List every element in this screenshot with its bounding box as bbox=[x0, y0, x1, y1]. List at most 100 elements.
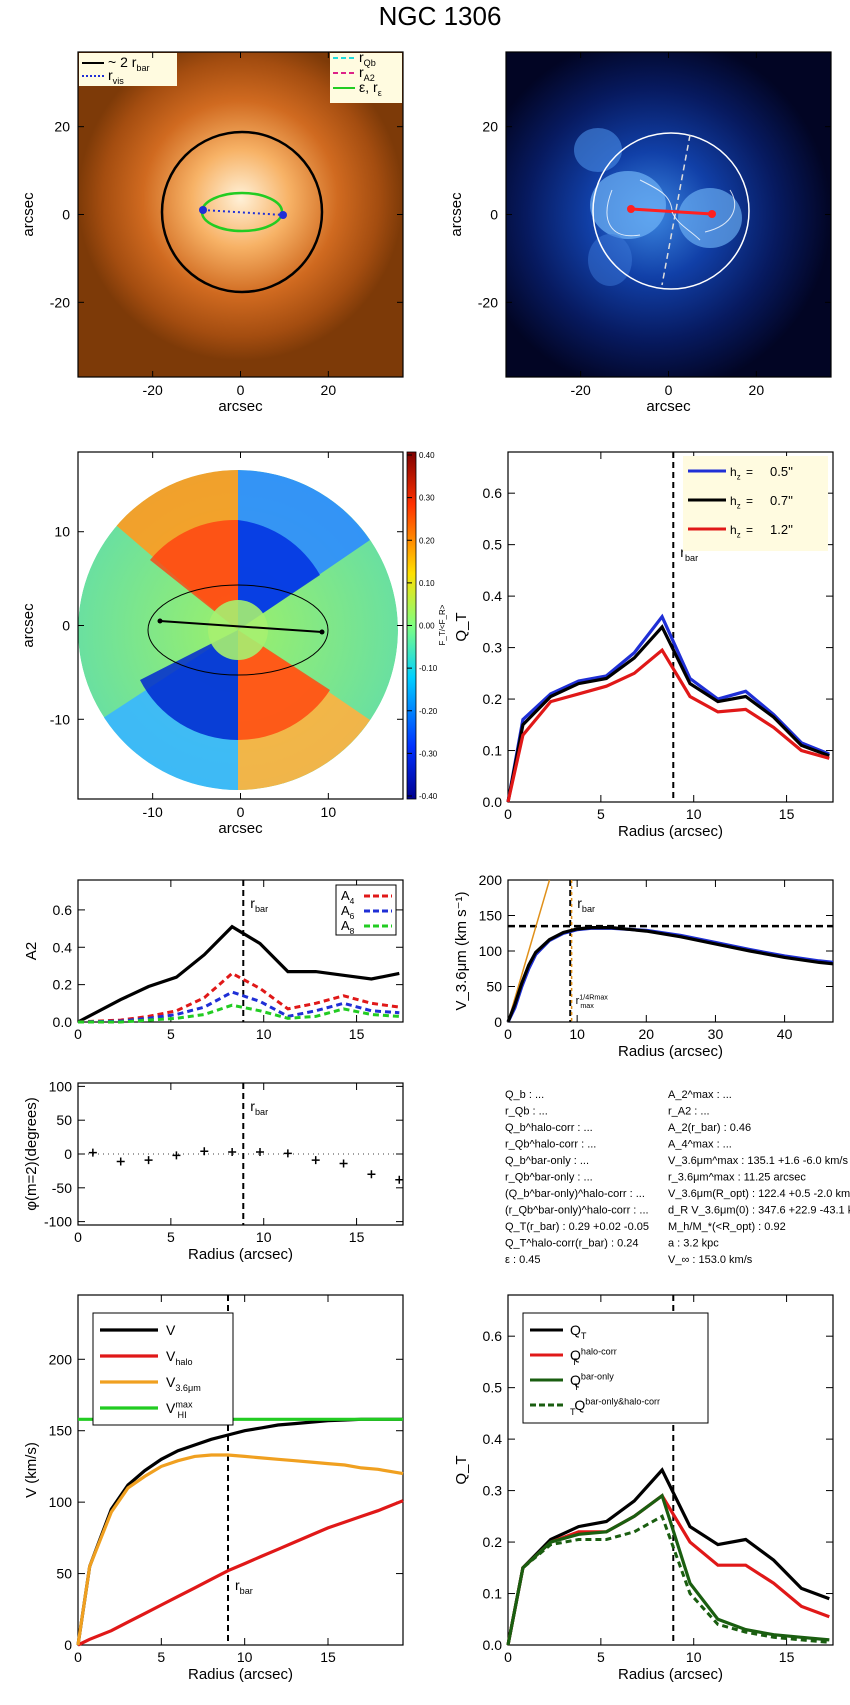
y-tick-label: 150 bbox=[49, 1423, 73, 1439]
x-tick-label: 15 bbox=[779, 806, 795, 822]
data-point bbox=[116, 1157, 125, 1166]
rbar-label: rbar bbox=[250, 895, 268, 914]
info-table: Q_b : ... r_Qb : ... Q_b^halo-corr : ... r_… bbox=[505, 1089, 850, 1266]
legend-value: 0.5'' bbox=[770, 464, 793, 479]
ratio-bar-line bbox=[159, 620, 323, 633]
data-point bbox=[228, 1147, 237, 1156]
series-line bbox=[77, 924, 400, 1024]
x-tick-label: 30 bbox=[708, 1026, 724, 1042]
x-tick-label: 10 bbox=[686, 1649, 702, 1665]
y-tick-label: 0 bbox=[494, 1014, 502, 1030]
y-tick-label: 0.5 bbox=[483, 1380, 503, 1396]
x-tick-label: 5 bbox=[167, 1229, 175, 1245]
x-tick-label: 0 bbox=[504, 1649, 512, 1665]
legend-eq: = bbox=[746, 465, 753, 479]
legend-value: 1.2'' bbox=[770, 522, 793, 537]
data-point bbox=[144, 1156, 153, 1165]
x-tick-label: 0 bbox=[237, 804, 245, 820]
vis-radius-marker-left bbox=[199, 206, 207, 214]
x-tick-label: 5 bbox=[597, 806, 605, 822]
x-tick-label: 0 bbox=[237, 382, 245, 398]
ratio-map-panel: -10 0 10 10 0 -10 arcsec arcsec 0.40 0.30 0.20 0.10… bbox=[20, 451, 447, 837]
legend-label: ε, rε bbox=[359, 79, 382, 98]
y-tick-label: 200 bbox=[49, 1351, 73, 1367]
x-tick-label: 5 bbox=[157, 1649, 165, 1665]
y-tick-label: 0 bbox=[490, 207, 498, 223]
bar-circle bbox=[160, 130, 324, 294]
y-axis-label: Q_T bbox=[453, 612, 470, 641]
y-axis-label: arcsec bbox=[448, 192, 465, 237]
y-tick-label: 0 bbox=[62, 207, 70, 223]
legend-label: hz bbox=[730, 465, 741, 482]
info-left-item: Q_b^bar-only : ... bbox=[505, 1155, 589, 1167]
chart-vrot: 0 10 20 30 40 0 50 100 150 200 Radius (arcsec) V_3.… bbox=[453, 872, 834, 1060]
y-axis-label: arcsec bbox=[20, 192, 37, 237]
legend-box-right bbox=[330, 53, 402, 103]
x-tick-label: -20 bbox=[143, 382, 163, 398]
vis-radius-marker-right bbox=[279, 211, 287, 219]
torque-axes: -20 0 20 20 0 -20 arcsec arcsec bbox=[448, 52, 831, 415]
y-axis-label: V_3.6μm (km s⁻¹) bbox=[453, 891, 470, 1010]
torque-map-image bbox=[506, 52, 831, 377]
info-right-item: V_3.6μm(R_opt) : 122.4 +0.5 -2.0 km/s bbox=[668, 1188, 850, 1200]
y-tick-label: 20 bbox=[54, 119, 70, 135]
data-point bbox=[256, 1147, 264, 1156]
series-line bbox=[506, 1514, 830, 1646]
x-tick-label: 0 bbox=[74, 1649, 82, 1665]
x-tick-label: 20 bbox=[749, 382, 765, 398]
rbar-label: rbar bbox=[577, 895, 595, 914]
plot-frame bbox=[77, 879, 404, 1023]
legend-eq: = bbox=[746, 494, 753, 508]
x-tick-label: 5 bbox=[597, 1649, 605, 1665]
y-tick-label: 0.2 bbox=[483, 1534, 503, 1550]
info-left-item: ε : 0.45 bbox=[505, 1254, 540, 1266]
x-tick-label: 20 bbox=[639, 1026, 655, 1042]
y-tick-label: 50 bbox=[56, 1112, 72, 1128]
y-tick-label: 0.3 bbox=[483, 1483, 503, 1499]
torque-contours bbox=[606, 179, 736, 241]
y-tick-label: 100 bbox=[49, 1078, 73, 1094]
data-point bbox=[395, 1175, 404, 1184]
x-tick-label: 10 bbox=[569, 1026, 585, 1042]
bar-end-left bbox=[627, 205, 635, 213]
plot-frame bbox=[77, 1082, 404, 1226]
bar-end-right bbox=[708, 210, 716, 218]
y-tick-label: 200 bbox=[479, 872, 503, 888]
x-axis-label: arcsec bbox=[646, 398, 691, 415]
x-tick-label: 0 bbox=[74, 1229, 82, 1245]
series-line bbox=[506, 1493, 830, 1646]
legend-label: QT bbox=[570, 1322, 587, 1341]
series-line bbox=[506, 613, 830, 803]
series-line bbox=[506, 624, 830, 803]
series-line bbox=[506, 1467, 830, 1646]
y-tick-label: -100 bbox=[44, 1214, 72, 1230]
legend-label: V bbox=[166, 1322, 176, 1338]
y-tick-label: -50 bbox=[52, 1180, 72, 1196]
ratio-sector-lower-right-core bbox=[238, 630, 330, 740]
charts-layer: 0 5 10 15 0.0 0.1 0.2 0.3 0.4 0.5 0.6 Radius (arcse… bbox=[23, 451, 834, 1683]
x-axis-label: arcsec bbox=[218, 820, 263, 837]
y-tick-label: 0 bbox=[64, 1146, 72, 1162]
legend-label: Vhalo bbox=[166, 1348, 193, 1367]
colorbar-tick-label: -0.30 bbox=[419, 749, 438, 758]
x-tick-label: 10 bbox=[686, 806, 702, 822]
data-point bbox=[172, 1151, 181, 1160]
ratio-sector-upper-right-core bbox=[238, 520, 320, 630]
y-tick-label: 0.6 bbox=[53, 902, 73, 918]
y-tick-label: 100 bbox=[49, 1494, 73, 1510]
torque-lobe-right bbox=[678, 188, 742, 248]
x-tick-label: 0 bbox=[504, 1026, 512, 1042]
data-point bbox=[283, 1149, 292, 1158]
info-right-item: V_3.6μm^max : 135.1 +1.6 -6.0 km/s bbox=[668, 1155, 848, 1167]
info-left-item: r_Qb : ... bbox=[505, 1106, 548, 1118]
info-left-item: (r_Qb^bar-only)^halo-corr : ... bbox=[505, 1205, 649, 1217]
y-tick-label: 0.4 bbox=[483, 588, 503, 604]
y-tick-label: 0.0 bbox=[483, 1637, 503, 1653]
info-left-item: Q_T(r_bar) : 0.29 +0.02 -0.05 bbox=[505, 1221, 649, 1233]
series-line bbox=[76, 1417, 403, 1646]
x-axis-label: Radius (arcsec) bbox=[188, 1246, 293, 1263]
y-axis-label: φ(m=2)(degrees) bbox=[23, 1097, 40, 1211]
colorbar-tick-label: 0.40 bbox=[419, 451, 435, 460]
